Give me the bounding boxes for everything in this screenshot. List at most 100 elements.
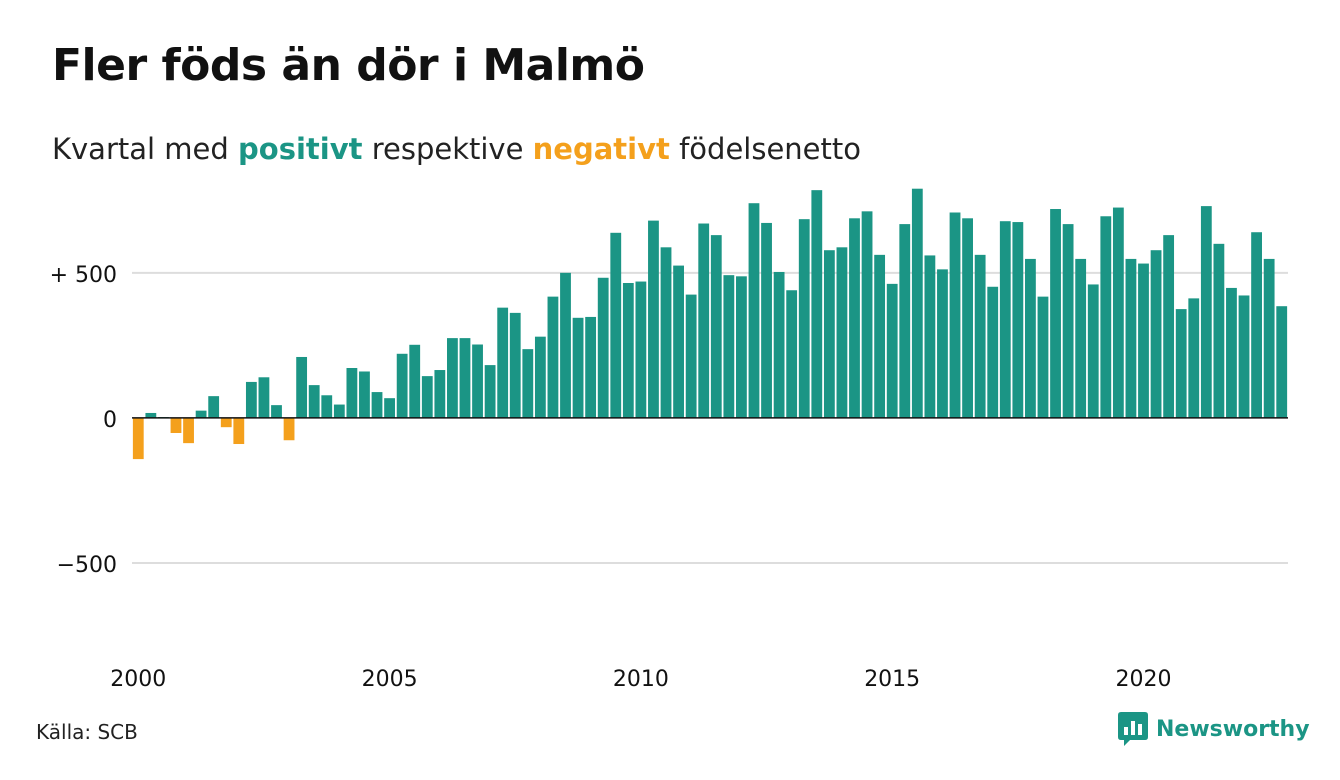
bar	[1138, 263, 1149, 418]
x-tick-label: 2010	[613, 667, 669, 692]
bar	[911, 188, 923, 418]
bar	[648, 220, 659, 418]
bar	[258, 377, 270, 418]
bar	[736, 276, 747, 418]
bar	[1125, 258, 1137, 418]
bar	[547, 296, 559, 418]
y-tick-label: 0	[103, 408, 117, 433]
bar	[509, 312, 521, 418]
bar	[949, 212, 961, 418]
bar	[685, 294, 697, 418]
bar	[1025, 258, 1036, 418]
bar	[1263, 258, 1275, 418]
bar	[610, 232, 622, 418]
bar	[183, 417, 194, 444]
bar	[459, 338, 471, 418]
bar	[1276, 306, 1288, 418]
bar	[1112, 207, 1124, 418]
bar	[271, 405, 282, 418]
bar	[811, 190, 823, 418]
bar	[710, 235, 722, 418]
brand-logo: Newsworthy	[1118, 712, 1310, 746]
bar	[283, 417, 295, 441]
bar	[308, 385, 320, 418]
x-tick-label: 2015	[864, 667, 920, 692]
bar	[497, 307, 509, 418]
bar	[1163, 235, 1175, 418]
bar	[384, 398, 395, 418]
bar	[861, 211, 873, 418]
bar	[233, 417, 245, 445]
bar	[534, 336, 546, 418]
bar	[924, 255, 936, 418]
bar	[1200, 206, 1212, 418]
bar	[974, 254, 986, 418]
bar	[220, 417, 232, 428]
x-tick-label: 2020	[1116, 667, 1172, 692]
bar	[1213, 243, 1225, 418]
bar	[597, 277, 609, 418]
bar	[773, 271, 785, 418]
subtitle-prefix: Kvartal med	[52, 132, 229, 166]
bar	[849, 218, 860, 418]
bar	[132, 417, 144, 460]
bar	[786, 290, 798, 418]
bar	[396, 353, 408, 418]
x-tick-label: 2005	[362, 667, 418, 692]
bar	[899, 224, 911, 418]
bar	[748, 203, 760, 418]
bar	[447, 338, 458, 418]
grid-lines	[132, 271, 1288, 564]
bar	[1012, 222, 1024, 418]
bar	[208, 396, 220, 418]
bar	[195, 410, 207, 418]
bar	[836, 247, 848, 418]
bar	[823, 250, 835, 418]
bar	[723, 275, 735, 418]
bar	[660, 247, 672, 418]
bar	[572, 317, 584, 418]
y-tick-label: + 500	[50, 263, 117, 288]
y-tick-label: −500	[57, 553, 117, 578]
bar	[1226, 287, 1237, 418]
source-note: Källa: SCB	[36, 720, 138, 744]
bar	[434, 370, 446, 418]
axes: + 500 0 −500 2000 2005 2010 2015 2020	[50, 263, 1288, 692]
bar	[987, 286, 999, 418]
bar	[1150, 250, 1162, 418]
bar	[484, 365, 496, 418]
bar	[874, 254, 886, 418]
subtitle-positive-label: positivt	[238, 132, 363, 166]
bar	[1050, 209, 1061, 418]
bar	[761, 222, 772, 418]
subtitle-suffix: födelsenetto	[679, 132, 861, 166]
bar	[1238, 295, 1250, 418]
bar	[886, 283, 898, 418]
bar	[622, 282, 634, 418]
bar	[1075, 258, 1087, 418]
bar-chart-speech-icon	[1118, 712, 1148, 746]
bar	[333, 404, 345, 418]
bar	[170, 417, 182, 433]
bar	[673, 265, 684, 418]
bar	[1188, 298, 1200, 418]
bar	[635, 281, 647, 418]
bar	[522, 349, 534, 418]
bar	[1062, 224, 1074, 418]
brand-name: Newsworthy	[1156, 716, 1310, 742]
bar	[359, 371, 370, 418]
bar	[409, 344, 421, 418]
bar	[937, 269, 948, 418]
bar	[962, 218, 973, 418]
bar	[1100, 216, 1112, 418]
bar	[585, 316, 597, 418]
bar	[999, 221, 1011, 418]
bar	[1037, 296, 1049, 418]
bar	[371, 392, 383, 418]
bar	[1175, 309, 1187, 418]
bar	[698, 223, 710, 418]
bar	[1087, 284, 1099, 418]
bar	[798, 219, 810, 418]
bar	[560, 272, 571, 418]
